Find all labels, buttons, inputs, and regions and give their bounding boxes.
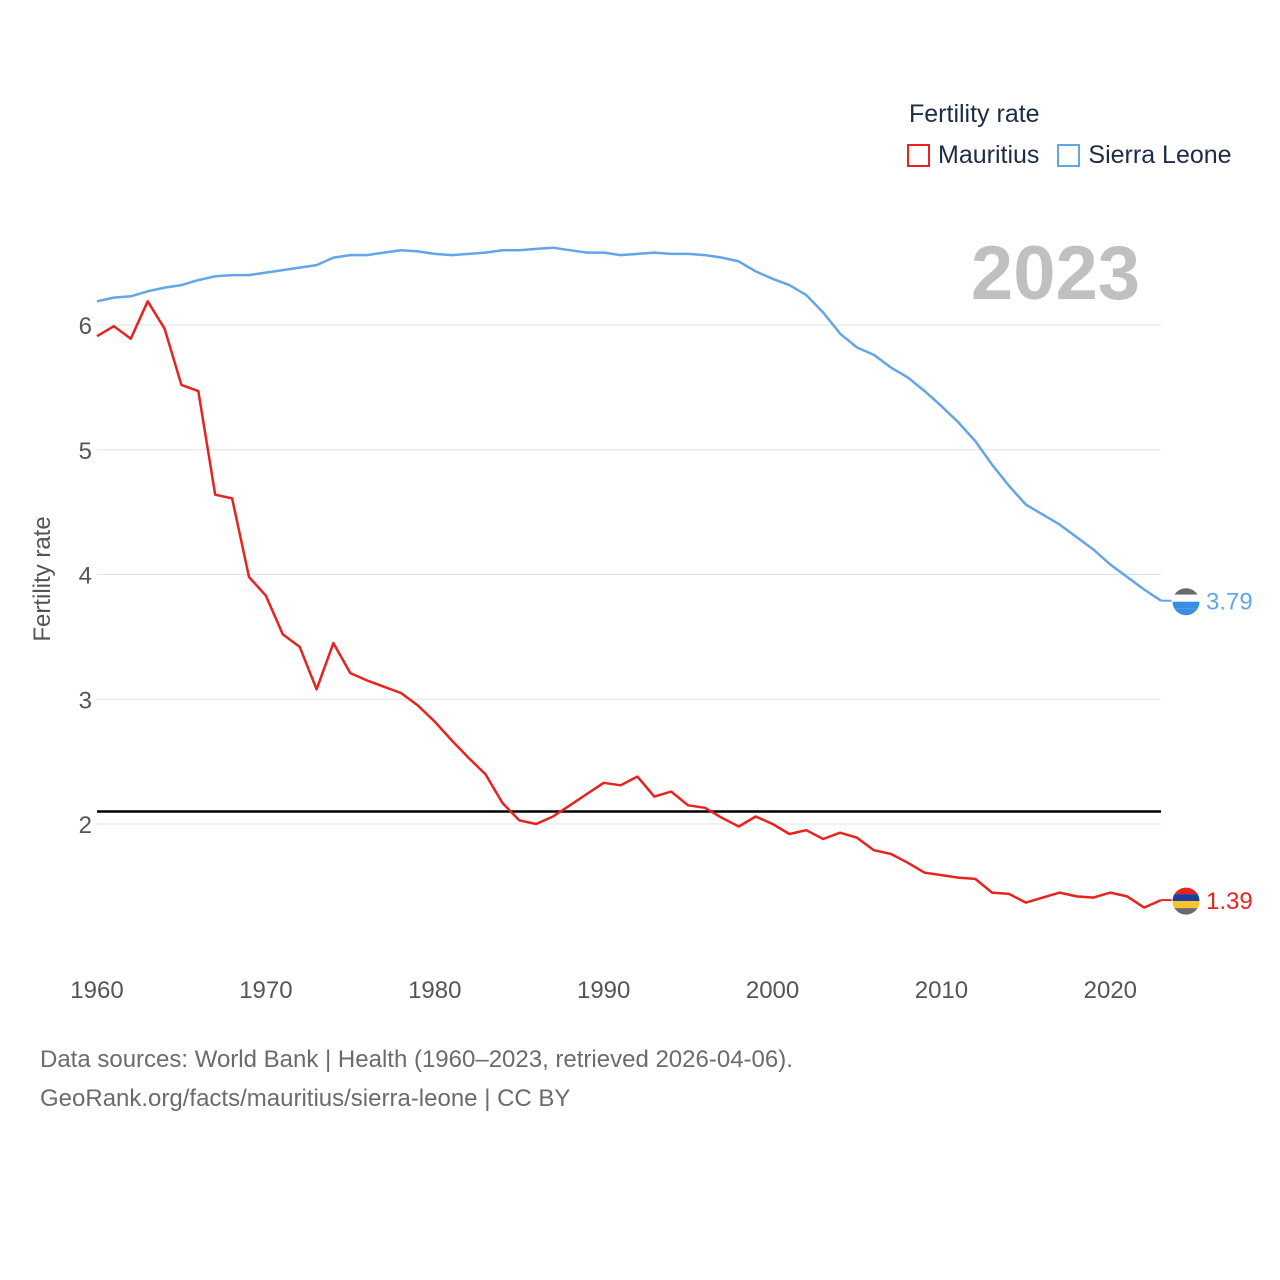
footer-sources: Data sources: World Bank | Health (1960–… xyxy=(40,1046,793,1073)
legend-swatch-sierra-leone xyxy=(1057,144,1081,167)
x-tick-label: 1980 xyxy=(408,977,461,1004)
y-axis-ticks: 2 3 4 5 6 xyxy=(79,313,92,839)
y-tick-label: 5 xyxy=(79,438,92,465)
series-lines xyxy=(96,246,1162,909)
x-tick-label: 2020 xyxy=(1084,977,1137,1004)
y-tick-label: 3 xyxy=(79,687,92,714)
x-tick-label: 2000 xyxy=(746,977,799,1004)
grid-lines xyxy=(97,324,1161,825)
legend-title: Fertility rate xyxy=(909,100,1040,128)
y-tick-label: 4 xyxy=(79,563,92,590)
x-tick-label: 1960 xyxy=(70,977,123,1004)
legend-label-mauritius: Mauritius xyxy=(938,141,1040,169)
legend-swatch-mauritius xyxy=(907,144,930,167)
current-year-label: 2023 xyxy=(971,231,1140,316)
flag-mauritius-icon xyxy=(1171,886,1201,916)
y-tick-label: 2 xyxy=(79,812,92,839)
legend-label-sierra-leone: Sierra Leone xyxy=(1088,141,1232,169)
y-axis-title: Fertility rate xyxy=(29,516,56,641)
legend-item-sierra-leone[interactable]: Sierra Leone xyxy=(1057,141,1232,170)
legend-item-mauritius[interactable]: Mauritius xyxy=(907,141,1039,170)
end-value-label-mauritius: 1.39 xyxy=(1206,888,1253,915)
series-line-mauritius xyxy=(96,300,1162,909)
x-tick-label: 2010 xyxy=(915,977,968,1004)
end-value-label-sierra-leone: 3.79 xyxy=(1206,589,1253,616)
legend: Mauritius Sierra Leone xyxy=(907,141,1250,170)
x-tick-label: 1970 xyxy=(239,977,292,1004)
flag-sierra-leone-icon xyxy=(1171,587,1201,617)
y-tick-label: 6 xyxy=(79,313,92,340)
end-markers: 1.39 3.79 xyxy=(1161,587,1253,916)
x-tick-label: 1990 xyxy=(577,977,630,1004)
footer-link[interactable]: GeoRank.org/facts/mauritius/sierra-leone… xyxy=(40,1085,571,1112)
series-line-sierra-leone xyxy=(96,246,1162,602)
x-axis-ticks: 1960 1970 1980 1990 2000 2010 2020 xyxy=(70,977,1137,1004)
